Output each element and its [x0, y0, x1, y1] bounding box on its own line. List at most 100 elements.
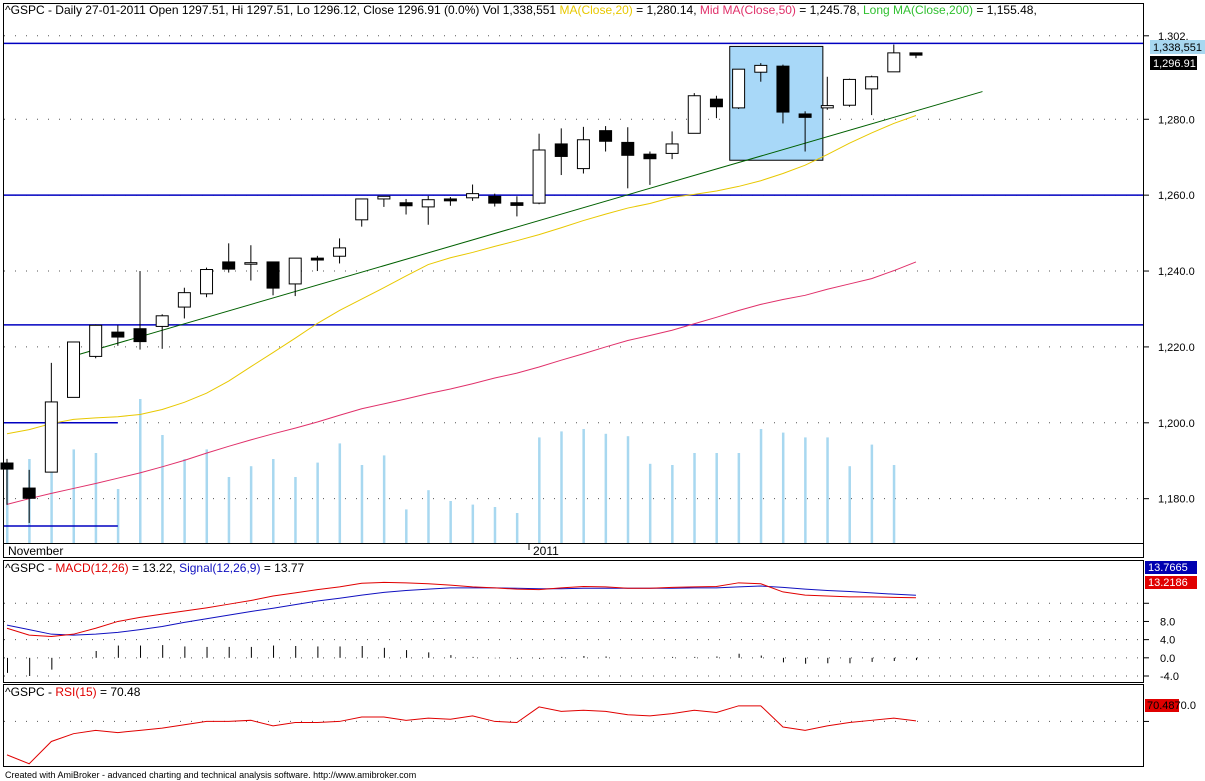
volume-bar — [848, 466, 851, 543]
footer-credit: Created with AmiBroker - advanced charti… — [5, 770, 416, 780]
signal-badge-label: 13.2186 — [1148, 577, 1188, 589]
candle-body — [865, 76, 879, 90]
macd-tick-label: 0.0 — [1160, 653, 1175, 665]
candle-body — [22, 487, 36, 499]
trendline — [73, 91, 983, 357]
candle-body — [820, 105, 834, 109]
close-badge — [1150, 56, 1197, 70]
rsi-badge-label: 70.4870.0 — [1147, 700, 1196, 712]
candle-body — [842, 78, 856, 106]
candle-body — [887, 52, 901, 73]
candle-body — [355, 198, 369, 221]
volume-bar — [50, 456, 53, 543]
volume-bar — [781, 432, 785, 543]
volume-bar — [405, 509, 408, 543]
candle-body — [89, 324, 103, 357]
volume-bar — [249, 466, 253, 543]
candle-body — [599, 130, 613, 142]
candle-body — [665, 143, 679, 154]
price-tick-label: 1,200.0 — [1158, 418, 1195, 430]
volume-bar — [72, 449, 76, 543]
volume-bar — [826, 437, 829, 543]
volume-bar — [161, 435, 164, 543]
candle-body — [798, 113, 812, 118]
rsi-header-prefix: ^GSPC - — [5, 685, 55, 699]
rsi-line — [6, 705, 917, 765]
volume-bar — [493, 507, 497, 543]
candle-body — [532, 149, 546, 204]
signal-line — [6, 585, 916, 636]
candle-body — [576, 139, 590, 170]
signal-badge — [1145, 576, 1197, 589]
volume-bar — [205, 449, 209, 543]
volume-bar — [427, 490, 430, 543]
macd-header-prefix: ^GSPC - — [5, 561, 55, 575]
candle-body — [288, 257, 302, 285]
candle-body — [310, 257, 324, 261]
volume-bar — [804, 437, 807, 543]
volume-bar — [6, 468, 9, 543]
rsi-badge — [1145, 699, 1179, 712]
volume-bar — [715, 453, 718, 543]
price-header-prefix: ^GSPC - Daily 27-01-2011 Open 1297.51, H… — [5, 3, 556, 17]
candle-body — [443, 198, 457, 202]
ma50-value: = 1,245.78, — [799, 3, 859, 17]
macd-tick-label: -4.0 — [1160, 671, 1179, 683]
price-tick-label: 1,220.0 — [1158, 342, 1195, 354]
ma20-legend: MA(Close,20) — [559, 3, 632, 17]
candle-body — [554, 143, 568, 157]
volume-bar — [759, 429, 763, 543]
volume-bar — [870, 444, 874, 543]
price-tick-label: 1,180.0 — [1158, 494, 1195, 506]
volume-bar — [139, 399, 142, 543]
macd-value: = 13.22, — [132, 561, 176, 575]
volume-bar — [560, 431, 563, 543]
candle-body — [111, 331, 125, 338]
volume-bar — [449, 501, 452, 543]
volume-badge-label: 1,338,551 — [1153, 42, 1202, 54]
candle-body — [421, 199, 435, 208]
macd-header: ^GSPC - MACD(12,26) = 13.22, Signal(12,2… — [5, 561, 305, 575]
signal-value: = 13.77 — [264, 561, 305, 575]
volume-bar — [227, 477, 231, 543]
ma50-legend: Mid MA(Close,50) — [700, 3, 796, 17]
rsi-header: ^GSPC - RSI(15) = 70.48 — [5, 685, 141, 699]
volume-badge — [1150, 40, 1205, 54]
price-tick-label: 1,260.0 — [1158, 190, 1195, 202]
candle-body — [377, 195, 391, 200]
macd-tick-label: 8.0 — [1160, 616, 1175, 628]
candle-body — [44, 401, 58, 473]
candle-body — [621, 141, 635, 156]
candle-body — [466, 193, 480, 199]
signal-legend: Signal(12,26,9) — [179, 561, 260, 575]
volume-bar — [671, 465, 674, 543]
ma20-line — [6, 115, 917, 435]
candle-body — [67, 341, 81, 398]
candle-body — [177, 292, 191, 308]
candle-body — [222, 261, 236, 270]
rsi-value: = 70.48 — [100, 685, 141, 699]
candle-body — [399, 202, 413, 207]
date-axis-panel — [3, 543, 1144, 558]
macd-badge-label: 13.7665 — [1148, 562, 1188, 574]
candle-body — [0, 462, 14, 470]
candle-body — [510, 202, 524, 206]
candle-body — [200, 269, 214, 295]
volume-bar — [382, 455, 386, 543]
ma20-value: = 1,280.14, — [636, 3, 696, 17]
volume-bar — [538, 437, 541, 543]
volume-bar — [272, 459, 275, 543]
price-tick-label: 1,280.0 — [1158, 114, 1195, 126]
macd-badge — [1145, 561, 1197, 574]
candle-body — [754, 64, 768, 73]
ma200-legend: Long MA(Close,200) — [863, 3, 973, 17]
volume-bar — [116, 489, 120, 543]
x-label-2011: 2011 — [533, 544, 559, 558]
rsi-panel — [3, 684, 1144, 767]
candle-body — [732, 68, 746, 109]
selection-rectangle — [729, 45, 824, 161]
volume-bar — [648, 463, 652, 543]
candle-body — [266, 261, 280, 289]
candle-body — [687, 95, 701, 134]
